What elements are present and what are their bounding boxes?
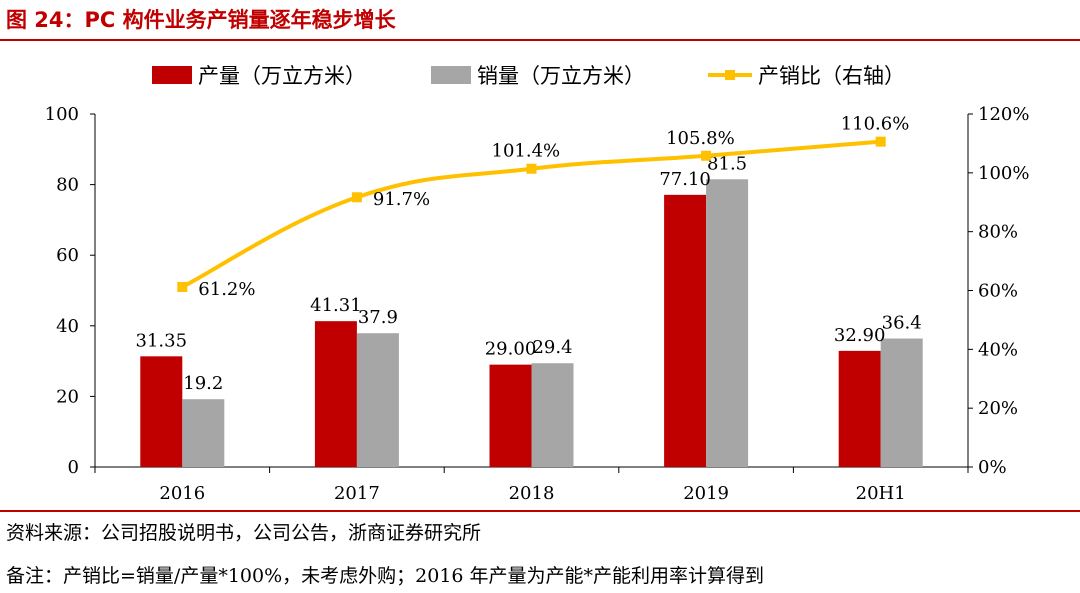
sales-value-label: 19.2 bbox=[183, 373, 223, 394]
left-tick-label: 0 bbox=[68, 457, 79, 478]
legend-production-swatch bbox=[152, 66, 192, 84]
sales-bar bbox=[531, 363, 574, 467]
production-value-label: 77.10 bbox=[659, 169, 711, 190]
x-tick-label: 2018 bbox=[509, 483, 555, 504]
left-tick-label: 80 bbox=[56, 175, 79, 196]
sales-value-label: 37.9 bbox=[358, 307, 398, 328]
sales-value-label: 81.5 bbox=[707, 153, 747, 174]
left-tick-label: 60 bbox=[56, 245, 79, 266]
ratio-point bbox=[351, 192, 362, 203]
ratio-value-label: 110.6% bbox=[841, 114, 910, 135]
top-rule bbox=[0, 39, 1080, 41]
left-tick-label: 100 bbox=[45, 104, 79, 125]
production-bar bbox=[140, 356, 183, 467]
right-tick-label: 40% bbox=[978, 339, 1018, 360]
production-value-label: 29.00 bbox=[485, 339, 537, 360]
ratio-line bbox=[181, 139, 881, 289]
right-tick-label: 100% bbox=[978, 163, 1029, 184]
legend-production-label: 产量（万立方米） bbox=[198, 64, 366, 88]
right-tick-label: 80% bbox=[978, 222, 1018, 243]
right-tick-label: 120% bbox=[978, 104, 1029, 125]
bottom-rule bbox=[0, 510, 1080, 512]
production-bar bbox=[664, 194, 707, 467]
sales-bar bbox=[182, 399, 225, 467]
x-tick-label: 2019 bbox=[683, 483, 729, 504]
right-tick-label: 0% bbox=[978, 457, 1007, 478]
x-tick-label: 2017 bbox=[334, 483, 380, 504]
ratio-value-label: 105.8% bbox=[666, 128, 735, 149]
sales-value-label: 36.4 bbox=[882, 313, 922, 334]
ratio-point bbox=[701, 150, 712, 161]
left-tick-label: 40 bbox=[56, 316, 79, 337]
chart: 0 20 40 60 80 100 0% 20% 40% 60% 80% 100% 120% 2016 20… bbox=[45, 64, 1030, 504]
production-value-label: 41.31 bbox=[310, 295, 362, 316]
legend-sales-swatch bbox=[431, 66, 471, 84]
x-tick-label: 2016 bbox=[159, 483, 205, 504]
ratio-value-label: 91.7% bbox=[373, 189, 430, 210]
production-value-label: 32.90 bbox=[834, 325, 886, 346]
production-bar bbox=[838, 350, 881, 467]
ratio-value-label: 61.2% bbox=[198, 279, 255, 300]
remark-note: 备注：产销比=销量/产量*100%，未考虑外购；2016 年产量为产能*产能利用… bbox=[6, 565, 765, 587]
ratio-point bbox=[526, 163, 537, 174]
sales-bar bbox=[880, 338, 923, 467]
ratio-value-label: 101.4% bbox=[492, 141, 561, 162]
left-tick-label: 20 bbox=[56, 386, 79, 407]
source-note: 资料来源：公司招股说明书，公司公告，浙商证券研究所 bbox=[6, 522, 482, 544]
legend-ratio-marker bbox=[725, 70, 735, 80]
production-bar bbox=[314, 321, 357, 467]
production-value-label: 31.35 bbox=[136, 330, 188, 351]
right-tick-label: 60% bbox=[978, 281, 1018, 302]
ratio-point bbox=[177, 281, 188, 292]
sales-value-label: 29.4 bbox=[532, 337, 572, 358]
legend-sales-label: 销量（万立方米） bbox=[477, 64, 645, 88]
sales-bar bbox=[356, 333, 399, 467]
right-tick-label: 20% bbox=[978, 398, 1018, 419]
x-tick-label: 20H1 bbox=[856, 483, 906, 504]
sales-bar bbox=[706, 179, 749, 467]
production-bar bbox=[489, 364, 532, 467]
legend-ratio-label: 产销比（右轴） bbox=[758, 64, 905, 88]
ratio-point bbox=[875, 136, 886, 147]
figure-title: 图 24：PC 构件业务产销量逐年稳步增长 bbox=[6, 8, 396, 32]
